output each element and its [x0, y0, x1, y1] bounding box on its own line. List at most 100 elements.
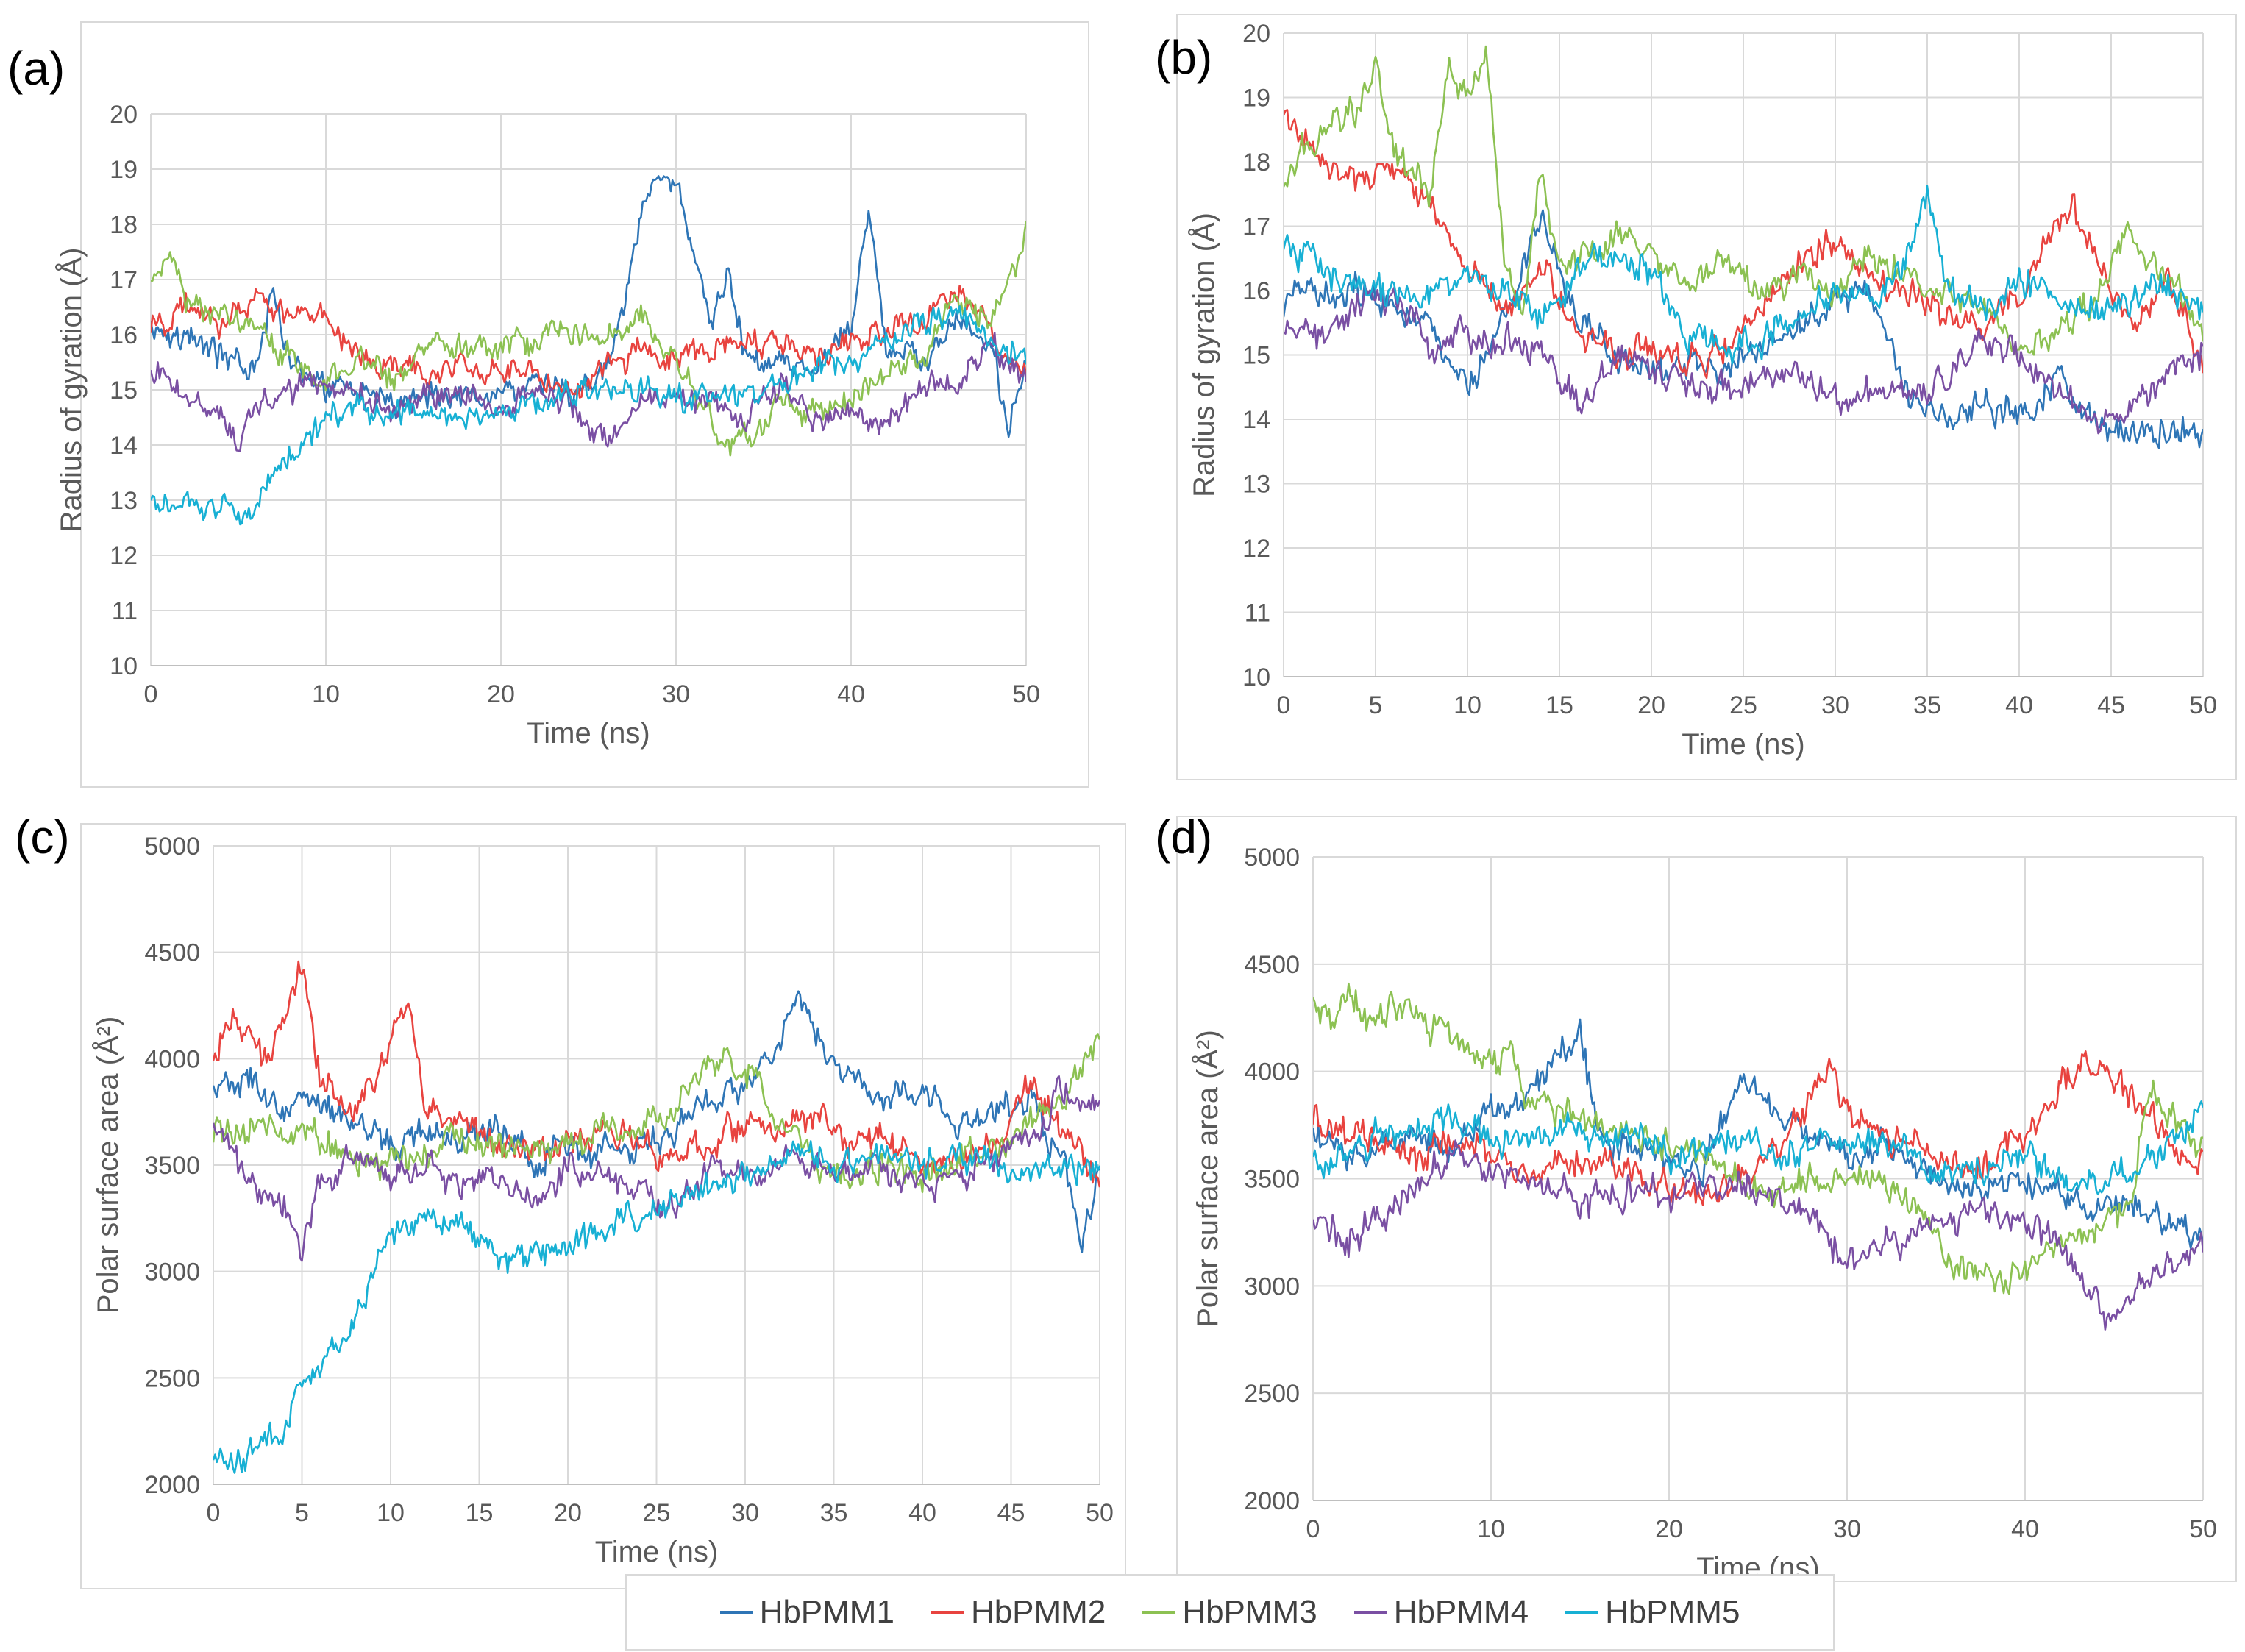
legend-label-hbpmm5: HbPMM5	[1605, 1594, 1740, 1630]
legend-swatch-hbpmm5	[1565, 1610, 1598, 1614]
legend-item-hbpmm2: HbPMM2	[931, 1594, 1106, 1631]
panel-b: 10 11 12 13 14 15 16 17 18 19 20 0 5 10 15 20 25 30 35 40 45…	[1155, 14, 2237, 780]
panel-c-xtick-label: 45	[997, 1499, 1025, 1527]
panel-d-xtick-label: 20	[1655, 1515, 1683, 1543]
panel-c-ytick-label: 5000	[144, 833, 200, 861]
panel-c-xtick-label: 40	[908, 1499, 936, 1527]
panel-b-ytick-label: 18	[1242, 149, 1270, 177]
legend-label-hbpmm1: HbPMM1	[759, 1594, 894, 1630]
legend-item-hbpmm5: HbPMM5	[1565, 1594, 1740, 1631]
panel-d-xtick-label: 0	[1306, 1515, 1320, 1543]
legend-item-hbpmm1: HbPMM1	[719, 1594, 894, 1631]
panel-d-xtick-label: 30	[1833, 1515, 1861, 1543]
panel-d-ytick-label: 2000	[1244, 1487, 1300, 1515]
legend-swatch-hbpmm1	[719, 1610, 753, 1614]
panel-a-xtick-label: 0	[144, 680, 158, 708]
panel-d-series-hbpmm3	[1313, 982, 2203, 1295]
panel-c-xtick-label: 0	[207, 1499, 221, 1527]
panel-a-ytick-label: 12	[110, 542, 138, 570]
panel-a-series-hbpmm1	[151, 175, 1026, 438]
panel-d-letter: (d)	[1155, 811, 1212, 864]
panel-a-ytick-label: 20	[110, 101, 138, 129]
panel-b-xlabel: Time (ns)	[1682, 728, 1804, 761]
panel-b-xtick-label: 40	[2005, 691, 2033, 719]
panel-c-ytick-label: 4500	[144, 939, 200, 967]
panel-b-xtick-label: 5	[1369, 691, 1383, 719]
panel-a-ytick-label: 17	[110, 266, 138, 294]
panel-c-xtick-label: 50	[1086, 1499, 1114, 1527]
panel-c-ytick-label: 2000	[144, 1471, 200, 1499]
panel-b-xtick-label: 20	[1637, 691, 1665, 719]
panel-c-ytick-label: 2500	[144, 1364, 200, 1392]
panel-a-frame	[80, 21, 1089, 788]
panel-c-xlabel: Time (ns)	[595, 1536, 718, 1568]
panel-c: 2000 2500 3000 3500 4000 4500 5000 0 5 10 15 20 25 30…	[15, 811, 1126, 1589]
panel-a-xlabel: Time (ns)	[527, 717, 650, 750]
panel-d-xtick-label: 50	[2189, 1515, 2217, 1543]
panel-b-xtick-label: 45	[2097, 691, 2125, 719]
panel-d-ytick-label: 5000	[1244, 844, 1300, 872]
panel-d-series-hbpmm4	[1313, 1139, 2203, 1331]
panel-d-ytick-label: 4000	[1244, 1058, 1300, 1086]
legend-label-hbpmm4: HbPMM4	[1393, 1594, 1529, 1630]
panel-a-ytick-label: 10	[110, 652, 138, 680]
panel-a-ylabel: Radius of gyration (Å)	[54, 248, 88, 533]
panel-b-ytick-label: 20	[1242, 20, 1270, 48]
panel-b-xtick-label: 35	[1913, 691, 1941, 719]
panel-b-ytick-label: 17	[1242, 213, 1270, 241]
panel-c-xtick-label: 20	[554, 1499, 582, 1527]
panel-b-xtick-label: 25	[1729, 691, 1757, 719]
panel-b-xtick-label: 30	[1821, 691, 1849, 719]
panel-b-series-hbpmm5	[1284, 185, 2203, 365]
panel-a-xtick-label: 30	[662, 680, 690, 708]
panel-b-xtick-label: 10	[1454, 691, 1481, 719]
panel-c-ytick-label: 4000	[144, 1045, 200, 1073]
legend-label-hbpmm3: HbPMM3	[1182, 1594, 1317, 1630]
panel-a-ytick-label: 19	[110, 156, 138, 184]
panel-b-ytick-label: 10	[1242, 663, 1270, 691]
panel-d-ylabel: Polar surface area (Å²)	[1191, 1030, 1224, 1328]
panel-c-xtick-label: 35	[820, 1499, 848, 1527]
panel-a-xtick-label: 40	[837, 680, 865, 708]
panel-d-series-hbpmm5	[1313, 1100, 2203, 1196]
panel-a-ytick-label: 16	[110, 321, 138, 349]
panel-a-letter: (a)	[7, 42, 65, 95]
panel-a-ytick-label: 11	[112, 597, 138, 625]
panel-b-ytick-label: 19	[1242, 85, 1270, 113]
panel-b-ytick-label: 16	[1242, 277, 1270, 305]
legend-label-hbpmm2: HbPMM2	[970, 1594, 1106, 1630]
panel-d-ytick-label: 2500	[1244, 1380, 1300, 1408]
panel-d-series-hbpmm2	[1313, 1050, 2203, 1206]
panel-c-ytick-label: 3000	[144, 1258, 200, 1286]
panel-b-series-hbpmm4	[1284, 287, 2203, 435]
panel-c-series-hbpmm1	[213, 990, 1100, 1253]
panel-c-xtick-label: 10	[377, 1499, 405, 1527]
panel-b-ytick-label: 11	[1245, 599, 1270, 627]
panel-c-xtick-label: 15	[466, 1499, 494, 1527]
legend-item-hbpmm3: HbPMM3	[1142, 1594, 1317, 1631]
panel-b-xtick-label: 15	[1545, 691, 1573, 719]
panel-b-xtick-label: 50	[2189, 691, 2217, 719]
panel-a-ytick-label: 15	[110, 377, 138, 405]
legend-swatch-hbpmm4	[1353, 1610, 1387, 1614]
panel-d-ytick-label: 3000	[1244, 1272, 1300, 1300]
panel-c-xtick-label: 5	[295, 1499, 309, 1527]
panel-c-letter: (c)	[15, 811, 70, 864]
panel-d-series-hbpmm1	[1313, 1018, 2203, 1249]
legend-item-hbpmm4: HbPMM4	[1353, 1594, 1529, 1631]
panel-b-series-hbpmm2	[1284, 109, 2203, 380]
legend-swatch-hbpmm2	[931, 1610, 964, 1614]
panel-c-xtick-label: 25	[643, 1499, 671, 1527]
panel-d-ytick-label: 3500	[1244, 1166, 1300, 1194]
panel-b-letter: (b)	[1155, 31, 1212, 84]
panel-d-xtick-label: 40	[2011, 1515, 2039, 1543]
panel-c-ytick-label: 3500	[144, 1152, 200, 1180]
panel-c-ylabel: Polar surface area (Å²)	[91, 1017, 124, 1314]
panel-a-xtick-label: 50	[1012, 680, 1040, 708]
legend-swatch-hbpmm3	[1142, 1610, 1175, 1614]
panel-b-ytick-label: 13	[1242, 471, 1270, 499]
panel-c-series-hbpmm5	[213, 1140, 1100, 1474]
panel-b-ytick-label: 14	[1242, 406, 1270, 434]
